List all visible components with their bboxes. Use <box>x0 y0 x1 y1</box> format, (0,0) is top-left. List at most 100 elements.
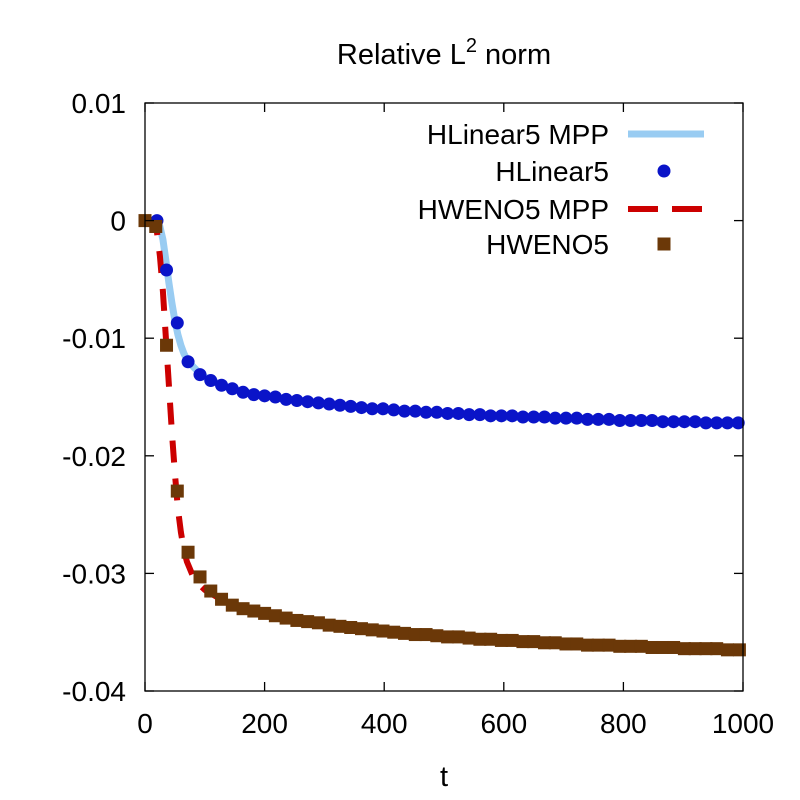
hweno5-point <box>559 637 573 651</box>
hweno5-point <box>344 620 358 634</box>
hlinear5-point <box>344 399 358 413</box>
hweno5-point <box>215 592 229 606</box>
hweno5-point <box>322 618 336 632</box>
hlinear5-point <box>699 416 713 430</box>
x-axis-label: t <box>440 761 448 793</box>
hweno5-point <box>290 613 304 627</box>
hlinear5-point <box>204 374 218 388</box>
legend-label: HWENO5 <box>486 229 609 260</box>
hweno5-point <box>667 640 681 654</box>
hweno5-point <box>505 633 519 647</box>
hlinear5-point <box>225 382 239 396</box>
hlinear5-point <box>333 398 347 412</box>
hweno5-point <box>258 606 272 620</box>
series-hweno5-mpp <box>145 217 744 653</box>
series-hlinear5 <box>150 214 745 430</box>
hweno5-point <box>160 338 174 352</box>
hweno5-point <box>634 639 648 653</box>
y-tick-label: 0 <box>110 206 126 237</box>
hweno5-point <box>398 626 412 640</box>
hlinear5-point <box>656 415 670 429</box>
y-tick-label: -0.03 <box>62 558 126 589</box>
hweno5-point <box>225 598 239 612</box>
hweno5-mpp-line <box>145 217 744 653</box>
hlinear5-point <box>193 368 207 382</box>
hlinear5-point <box>634 414 648 428</box>
hweno5-point <box>462 631 476 645</box>
hweno5-point <box>624 639 638 653</box>
hweno5-point <box>732 643 746 657</box>
hlinear5-point <box>645 414 659 428</box>
y-tick-label: -0.04 <box>62 676 126 707</box>
hweno5-point <box>688 642 702 656</box>
hweno5-point <box>247 604 261 618</box>
hlinear5-point <box>301 395 315 409</box>
hlinear5-point <box>160 263 174 277</box>
hlinear5-point <box>236 385 250 399</box>
hweno5-point <box>354 622 368 636</box>
hweno5-point <box>193 570 207 584</box>
hweno5-point <box>408 628 422 642</box>
legend-label: HWENO5 MPP <box>418 194 609 225</box>
hlinear5-point <box>354 401 368 415</box>
hlinear5-point <box>677 415 691 429</box>
hlinear5-point <box>537 410 551 424</box>
legend-item-hlinear5: HLinear5 <box>495 156 671 187</box>
series-layer <box>138 214 746 657</box>
hweno5-point <box>591 638 605 652</box>
legend-label: HLinear5 <box>495 156 609 187</box>
hweno5-point <box>430 629 444 643</box>
y-tick-label: -0.02 <box>62 441 126 472</box>
hweno5-point <box>699 642 713 656</box>
ticks-layer: 0 200 400 600 800 1000 0.01 0 -0.01 -0.02 -0.03 -0.… <box>62 88 774 739</box>
legend-label: HLinear5 MPP <box>427 119 609 150</box>
hweno5-point <box>527 635 541 649</box>
hlinear5-point <box>731 416 745 430</box>
hweno5-point <box>441 630 455 644</box>
x-tick-label: 400 <box>361 708 408 739</box>
legend-item-hweno5-mpp: HWENO5 MPP <box>418 194 704 225</box>
hlinear5-point <box>516 410 530 424</box>
hlinear5-point <box>624 414 638 428</box>
hweno5-point <box>484 632 498 646</box>
hlinear5-point <box>527 410 541 424</box>
hweno5-point <box>181 545 195 559</box>
hweno5-point <box>473 632 487 646</box>
hweno5-point <box>548 636 562 650</box>
hweno5-point <box>301 615 315 629</box>
chart-title-main: Relative L <box>337 39 466 71</box>
hlinear5-point <box>322 397 336 411</box>
hweno5-point <box>656 640 670 654</box>
hweno5-point <box>419 628 433 642</box>
y-tick-label: 0.01 <box>72 88 127 119</box>
hweno5-point <box>279 611 293 625</box>
hlinear5-point <box>279 392 293 406</box>
hweno5-point <box>451 630 465 644</box>
hlinear5-point <box>170 316 184 330</box>
hweno5-point <box>494 633 508 647</box>
hweno5-point <box>311 616 325 630</box>
hlinear5-point <box>408 404 422 418</box>
x-tick-label: 0 <box>137 708 153 739</box>
hlinear5-point <box>688 415 702 429</box>
hlinear5-point <box>581 412 595 426</box>
hlinear5-point <box>311 396 325 410</box>
hweno5-point <box>613 639 627 653</box>
hlinear5-point <box>419 405 433 419</box>
hweno5-point <box>645 640 659 654</box>
plot-frame <box>144 102 744 692</box>
series-hweno5 <box>138 214 746 657</box>
hlinear5-point <box>181 355 195 369</box>
hlinear5-point <box>215 378 229 392</box>
hweno5-point <box>387 625 401 639</box>
hweno5-point <box>376 624 390 638</box>
hlinear5-point <box>710 416 724 430</box>
hweno5-point <box>602 638 616 652</box>
y-tick-label: -0.01 <box>62 323 126 354</box>
legend: HLinear5 MPP HLinear5 HWENO5 MPP HWENO5 <box>418 119 704 260</box>
x-tick-label: 800 <box>600 708 647 739</box>
hlinear5-point <box>559 411 573 425</box>
hweno5-point <box>204 584 218 598</box>
hweno5-point <box>516 635 530 649</box>
hweno5-point <box>236 602 250 616</box>
